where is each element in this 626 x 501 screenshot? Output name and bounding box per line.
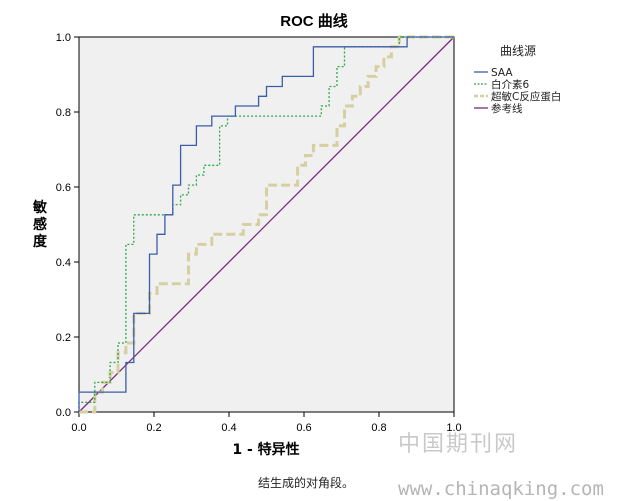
x-tick-label: 1.0 xyxy=(446,422,461,434)
y-tick-label: 0.0 xyxy=(56,407,71,419)
y-tick-label: 1.0 xyxy=(56,32,71,44)
y-tick-label: 0.8 xyxy=(56,107,71,119)
y-axis-label: 敏感度 xyxy=(32,199,48,250)
y-tick-label: 0.4 xyxy=(56,257,71,269)
x-tick-label: 0.6 xyxy=(296,422,311,434)
legend-label-3: 参考线 xyxy=(491,102,523,115)
watermark-url: www.chinaqking.com xyxy=(398,478,604,500)
legend-label-0: SAA xyxy=(491,67,513,79)
x-axis-label: 1 - 特异性 xyxy=(232,441,299,458)
y-tick-label: 0.2 xyxy=(56,332,71,344)
series-line-3 xyxy=(78,36,455,413)
chart-title: ROC 曲线 xyxy=(280,12,348,30)
series-layer xyxy=(78,35,455,414)
x-tick-label: 0.8 xyxy=(371,422,386,434)
caption-text: 结生成的对角段。 xyxy=(258,476,355,490)
legend-label-1: 白介素6 xyxy=(491,78,529,91)
legend-title: 曲线源 xyxy=(500,44,536,58)
y-tick-label: 0.6 xyxy=(56,182,71,194)
series-line-0 xyxy=(78,36,454,412)
y-axis-ticks: 0.0 0.2 0.4 0.6 0.8 1.0 xyxy=(56,32,79,419)
x-tick-label: 0.4 xyxy=(221,422,236,434)
series-line-1 xyxy=(78,36,454,412)
x-tick-label: 0.2 xyxy=(146,422,161,434)
legend-label-2: 超敏C反应蛋白 xyxy=(491,90,561,103)
x-axis-ticks: 0.0 0.2 0.4 0.6 0.8 1.0 xyxy=(71,412,462,434)
series-line-2 xyxy=(79,35,454,414)
x-tick-label: 0.0 xyxy=(71,422,86,434)
watermark-site-name: 中国期刊网 xyxy=(398,432,519,457)
